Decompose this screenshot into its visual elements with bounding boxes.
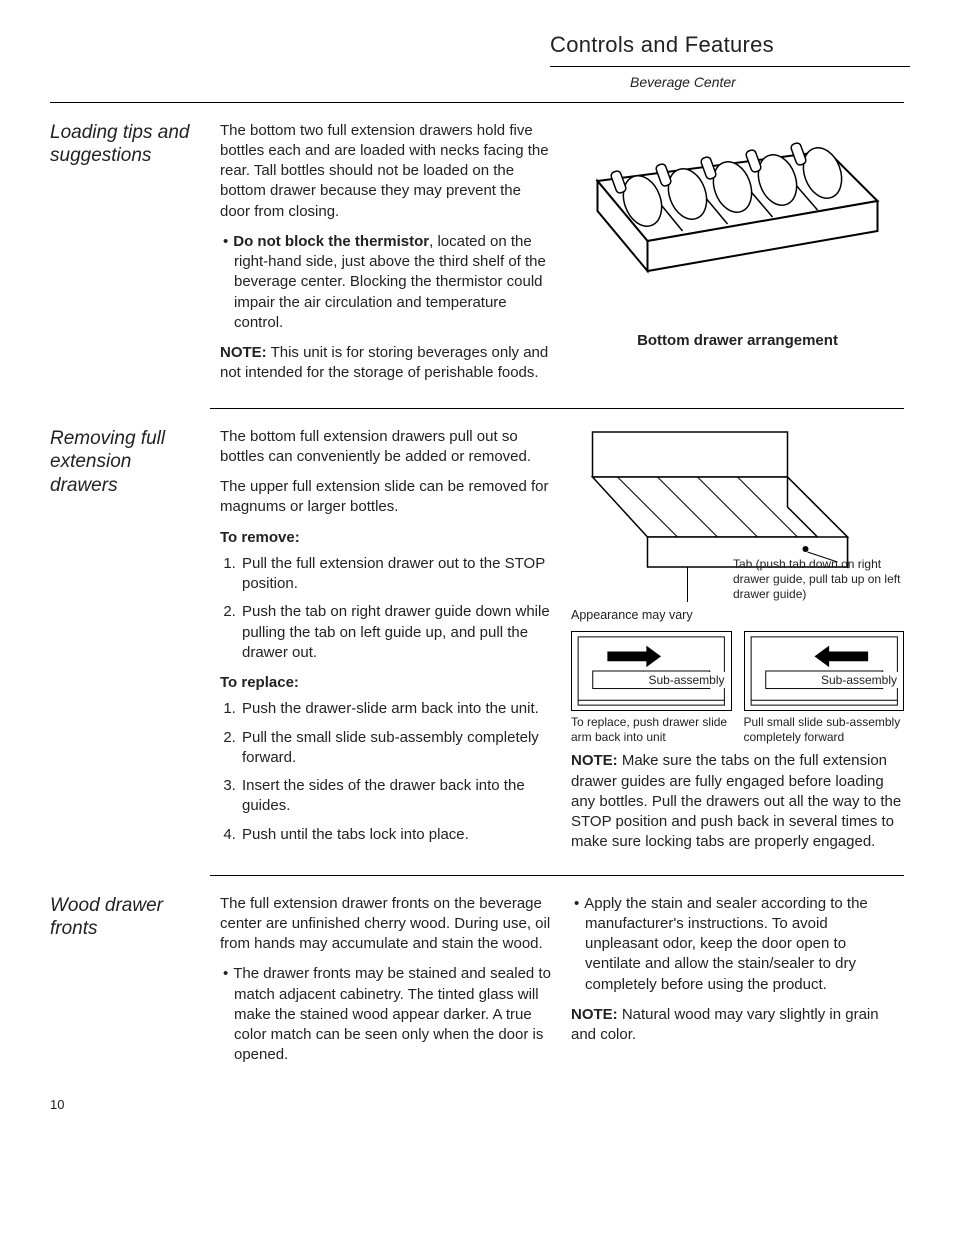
- removing-text-col: The bottom full extension drawers pull o…: [220, 427, 553, 861]
- sub-assembly-label: Sub-assembly: [819, 672, 899, 688]
- page-number: 10: [50, 1096, 904, 1114]
- loading-note: NOTE: This unit is for storing beverages…: [220, 343, 553, 384]
- mini-caption-2: Pull small slide sub-assembly completely…: [744, 715, 905, 745]
- note-label: NOTE:: [220, 344, 267, 361]
- remove-head: To remove:: [220, 528, 553, 548]
- replace-head: To replace:: [220, 673, 553, 693]
- mini-fig-2: Sub-assembly Pull small slide sub-assemb…: [744, 631, 905, 745]
- section-rule-2: [210, 875, 904, 876]
- mini-caption-1: To replace, push drawer slide arm back i…: [571, 715, 732, 745]
- remove-steps: Pull the full extension drawer out to th…: [220, 554, 553, 663]
- wood-p1: The full extension drawer fronts on the …: [220, 894, 553, 955]
- remove-step-2: Push the tab on right drawer guide down …: [240, 602, 553, 663]
- note-label: NOTE:: [571, 752, 618, 769]
- note-text: Natural wood may vary slightly in grain …: [571, 1006, 879, 1043]
- tab-label: Tab (push tab down on right drawer guide…: [733, 557, 908, 602]
- wood-bullet-1: The drawer fronts may be stained and sea…: [220, 964, 553, 1065]
- removing-p2: The upper full extension slide can be re…: [220, 477, 553, 518]
- note-text: Make sure the tabs on the full extension…: [571, 752, 901, 850]
- mini-fig-1: Sub-assembly To replace, push drawer sli…: [571, 631, 732, 745]
- wood-col-1: The full extension drawer fronts on the …: [220, 894, 553, 1076]
- thermistor-bold: Do not block the thermistor: [233, 233, 429, 250]
- section-heading: Removing full extension drawers: [50, 427, 200, 861]
- section-removing: Removing full extension drawers The bott…: [50, 427, 904, 861]
- remove-step-1: Pull the full extension drawer out to th…: [240, 554, 553, 595]
- section-heading: Wood drawer fronts: [50, 894, 200, 1076]
- loading-intro: The bottom two full extension drawers ho…: [220, 121, 553, 222]
- appearance-note: Appearance may vary: [571, 607, 904, 624]
- replace-step-3: Insert the sides of the drawer back into…: [240, 776, 553, 817]
- note-text: This unit is for storing beverages only …: [220, 344, 548, 381]
- section-rule-1: [210, 408, 904, 409]
- replace-step-2: Pull the small slide sub-assembly comple…: [240, 728, 553, 769]
- fig-caption: Bottom drawer arrangement: [571, 331, 904, 351]
- section-loading: Loading tips and suggestions The bottom …: [50, 121, 904, 394]
- removing-p1: The bottom full extension drawers pull o…: [220, 427, 553, 468]
- loading-bullet: Do not block the thermistor, located on …: [220, 232, 553, 333]
- loading-text-col: The bottom two full extension drawers ho…: [220, 121, 553, 394]
- sub-assembly-label: Sub-assembly: [646, 672, 726, 688]
- replace-step-1: Push the drawer-slide arm back into the …: [240, 699, 553, 719]
- wood-col-2: Apply the stain and sealer according to …: [571, 894, 904, 1076]
- wood-bullet-2: Apply the stain and sealer according to …: [571, 894, 904, 995]
- replace-step-4: Push until the tabs lock into place.: [240, 825, 553, 845]
- section-heading: Loading tips and suggestions: [50, 121, 200, 394]
- note-label: NOTE:: [571, 1006, 618, 1023]
- wood-note: NOTE: Natural wood may vary slightly in …: [571, 1005, 904, 1046]
- section-wood: Wood drawer fronts The full extension dr…: [50, 894, 904, 1076]
- top-rule: [50, 102, 904, 103]
- page-title: Controls and Features: [420, 30, 904, 60]
- page-subtitle: Beverage Center: [630, 73, 904, 92]
- bottom-drawer-figure: [571, 121, 904, 331]
- loading-figure-col: Bottom drawer arrangement: [571, 121, 904, 394]
- removing-note: NOTE: Make sure the tabs on the full ext…: [571, 751, 904, 852]
- replace-steps: Push the drawer-slide arm back into the …: [220, 699, 553, 845]
- title-rule: [550, 66, 910, 67]
- removing-figure-col: Tab (push tab down on right drawer guide…: [571, 427, 904, 861]
